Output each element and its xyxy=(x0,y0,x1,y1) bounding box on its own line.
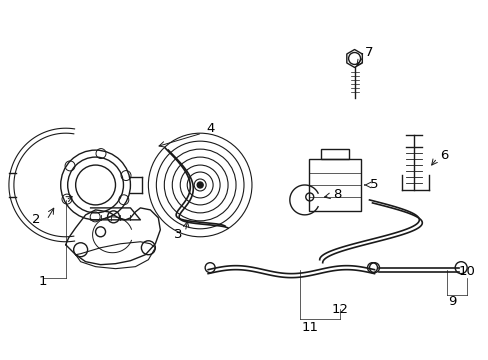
Text: 1: 1 xyxy=(39,275,47,288)
Text: 7: 7 xyxy=(365,46,373,59)
Text: 12: 12 xyxy=(330,303,347,316)
Text: 11: 11 xyxy=(301,321,318,334)
Bar xyxy=(320,149,348,159)
Text: 6: 6 xyxy=(439,149,447,162)
Bar xyxy=(308,159,360,211)
Text: 8: 8 xyxy=(333,188,341,202)
Text: 2: 2 xyxy=(32,213,40,226)
Text: 3: 3 xyxy=(174,228,182,241)
Text: 5: 5 xyxy=(369,179,378,192)
Circle shape xyxy=(197,182,203,188)
Text: 10: 10 xyxy=(458,265,475,278)
Text: 9: 9 xyxy=(447,295,455,308)
Text: 4: 4 xyxy=(205,122,214,135)
